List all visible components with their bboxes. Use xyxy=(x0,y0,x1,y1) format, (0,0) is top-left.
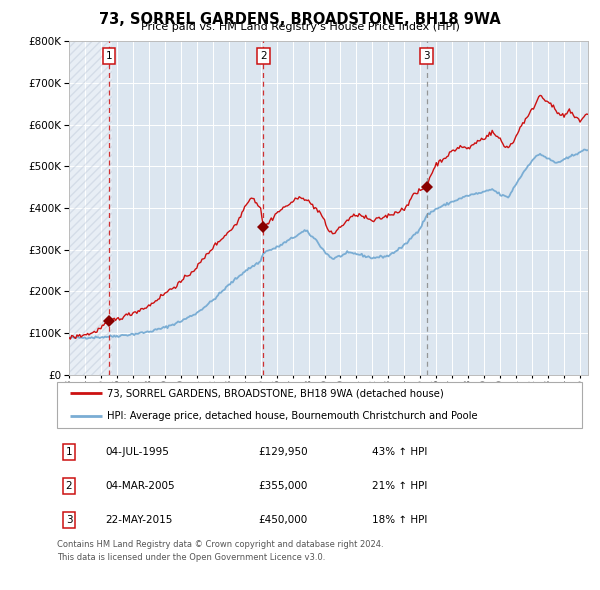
Text: £450,000: £450,000 xyxy=(258,516,307,525)
Text: 04-MAR-2005: 04-MAR-2005 xyxy=(105,481,175,491)
Text: 18% ↑ HPI: 18% ↑ HPI xyxy=(372,516,427,525)
Text: HPI: Average price, detached house, Bournemouth Christchurch and Poole: HPI: Average price, detached house, Bour… xyxy=(107,411,478,421)
Text: 1: 1 xyxy=(65,447,73,457)
Text: 1: 1 xyxy=(106,51,112,61)
Text: 04-JUL-1995: 04-JUL-1995 xyxy=(105,447,169,457)
Text: Price paid vs. HM Land Registry's House Price Index (HPI): Price paid vs. HM Land Registry's House … xyxy=(140,22,460,32)
Text: 43% ↑ HPI: 43% ↑ HPI xyxy=(372,447,427,457)
Text: 73, SORREL GARDENS, BROADSTONE, BH18 9WA: 73, SORREL GARDENS, BROADSTONE, BH18 9WA xyxy=(99,12,501,27)
Text: 3: 3 xyxy=(423,51,430,61)
Text: 22-MAY-2015: 22-MAY-2015 xyxy=(105,516,172,525)
Bar xyxy=(69,41,112,375)
Text: £129,950: £129,950 xyxy=(258,447,308,457)
FancyBboxPatch shape xyxy=(57,382,582,428)
Text: 21% ↑ HPI: 21% ↑ HPI xyxy=(372,481,427,491)
Text: £355,000: £355,000 xyxy=(258,481,307,491)
Text: 2: 2 xyxy=(65,481,73,491)
Text: This data is licensed under the Open Government Licence v3.0.: This data is licensed under the Open Gov… xyxy=(57,553,325,562)
Text: 3: 3 xyxy=(65,516,73,525)
Text: 2: 2 xyxy=(260,51,266,61)
Text: 73, SORREL GARDENS, BROADSTONE, BH18 9WA (detached house): 73, SORREL GARDENS, BROADSTONE, BH18 9WA… xyxy=(107,388,443,398)
Text: Contains HM Land Registry data © Crown copyright and database right 2024.: Contains HM Land Registry data © Crown c… xyxy=(57,540,383,549)
